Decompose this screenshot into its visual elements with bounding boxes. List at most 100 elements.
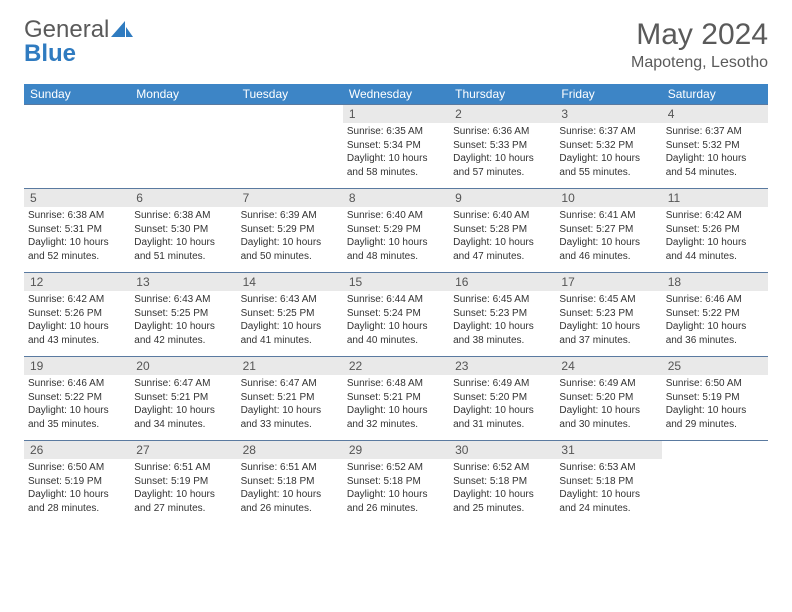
day-number: 28 (237, 441, 343, 459)
calendar-day-cell: 5Sunrise: 6:38 AMSunset: 5:31 PMDaylight… (24, 189, 130, 273)
day-body: Sunrise: 6:47 AMSunset: 5:21 PMDaylight:… (237, 375, 343, 433)
day-number: 21 (237, 357, 343, 375)
weekday-header: Saturday (662, 84, 768, 105)
calendar-week-row: 1Sunrise: 6:35 AMSunset: 5:34 PMDaylight… (24, 105, 768, 189)
calendar-day-cell: 15Sunrise: 6:44 AMSunset: 5:24 PMDayligh… (343, 273, 449, 357)
title-block: May 2024 Mapoteng, Lesotho (631, 18, 768, 72)
day-number: 16 (449, 273, 555, 291)
calendar-day-cell: 10Sunrise: 6:41 AMSunset: 5:27 PMDayligh… (555, 189, 661, 273)
day-body: Sunrise: 6:45 AMSunset: 5:23 PMDaylight:… (449, 291, 555, 349)
day-number: 17 (555, 273, 661, 291)
day-number: 8 (343, 189, 449, 207)
day-number: 22 (343, 357, 449, 375)
calendar-day-cell: 19Sunrise: 6:46 AMSunset: 5:22 PMDayligh… (24, 357, 130, 441)
calendar-week-row: 19Sunrise: 6:46 AMSunset: 5:22 PMDayligh… (24, 357, 768, 441)
weekday-header-row: Sunday Monday Tuesday Wednesday Thursday… (24, 84, 768, 105)
calendar-day-cell (662, 441, 768, 525)
calendar-day-cell: 16Sunrise: 6:45 AMSunset: 5:23 PMDayligh… (449, 273, 555, 357)
calendar-day-cell: 1Sunrise: 6:35 AMSunset: 5:34 PMDaylight… (343, 105, 449, 189)
day-number: 27 (130, 441, 236, 459)
day-body: Sunrise: 6:51 AMSunset: 5:19 PMDaylight:… (130, 459, 236, 517)
day-body: Sunrise: 6:51 AMSunset: 5:18 PMDaylight:… (237, 459, 343, 517)
day-number: 11 (662, 189, 768, 207)
day-body: Sunrise: 6:50 AMSunset: 5:19 PMDaylight:… (662, 375, 768, 433)
weekday-header: Thursday (449, 84, 555, 105)
calendar-day-cell: 9Sunrise: 6:40 AMSunset: 5:28 PMDaylight… (449, 189, 555, 273)
day-number: 14 (237, 273, 343, 291)
logo-blue: Blue (24, 40, 76, 67)
logo: General Blue (24, 18, 133, 66)
calendar-day-cell (130, 105, 236, 189)
day-number: 26 (24, 441, 130, 459)
calendar-day-cell: 7Sunrise: 6:39 AMSunset: 5:29 PMDaylight… (237, 189, 343, 273)
day-body: Sunrise: 6:35 AMSunset: 5:34 PMDaylight:… (343, 123, 449, 181)
day-number: 25 (662, 357, 768, 375)
day-number: 10 (555, 189, 661, 207)
day-number: 4 (662, 105, 768, 123)
weekday-header: Sunday (24, 84, 130, 105)
calendar-day-cell: 12Sunrise: 6:42 AMSunset: 5:26 PMDayligh… (24, 273, 130, 357)
day-number: 6 (130, 189, 236, 207)
day-body: Sunrise: 6:52 AMSunset: 5:18 PMDaylight:… (449, 459, 555, 517)
day-number: 23 (449, 357, 555, 375)
calendar-day-cell: 26Sunrise: 6:50 AMSunset: 5:19 PMDayligh… (24, 441, 130, 525)
calendar-week-row: 12Sunrise: 6:42 AMSunset: 5:26 PMDayligh… (24, 273, 768, 357)
calendar-day-cell: 17Sunrise: 6:45 AMSunset: 5:23 PMDayligh… (555, 273, 661, 357)
day-body: Sunrise: 6:39 AMSunset: 5:29 PMDaylight:… (237, 207, 343, 265)
calendar-day-cell: 30Sunrise: 6:52 AMSunset: 5:18 PMDayligh… (449, 441, 555, 525)
day-body: Sunrise: 6:37 AMSunset: 5:32 PMDaylight:… (555, 123, 661, 181)
day-body: Sunrise: 6:42 AMSunset: 5:26 PMDaylight:… (24, 291, 130, 349)
day-number: 7 (237, 189, 343, 207)
logo-general: General (24, 16, 109, 43)
calendar-day-cell: 11Sunrise: 6:42 AMSunset: 5:26 PMDayligh… (662, 189, 768, 273)
calendar-day-cell: 2Sunrise: 6:36 AMSunset: 5:33 PMDaylight… (449, 105, 555, 189)
calendar-day-cell: 21Sunrise: 6:47 AMSunset: 5:21 PMDayligh… (237, 357, 343, 441)
day-body: Sunrise: 6:43 AMSunset: 5:25 PMDaylight:… (237, 291, 343, 349)
calendar-day-cell: 3Sunrise: 6:37 AMSunset: 5:32 PMDaylight… (555, 105, 661, 189)
day-number: 30 (449, 441, 555, 459)
calendar-day-cell: 4Sunrise: 6:37 AMSunset: 5:32 PMDaylight… (662, 105, 768, 189)
day-number: 20 (130, 357, 236, 375)
calendar-day-cell: 25Sunrise: 6:50 AMSunset: 5:19 PMDayligh… (662, 357, 768, 441)
day-body: Sunrise: 6:46 AMSunset: 5:22 PMDaylight:… (24, 375, 130, 433)
day-number: 29 (343, 441, 449, 459)
day-body: Sunrise: 6:36 AMSunset: 5:33 PMDaylight:… (449, 123, 555, 181)
weekday-header: Wednesday (343, 84, 449, 105)
day-body: Sunrise: 6:44 AMSunset: 5:24 PMDaylight:… (343, 291, 449, 349)
day-body: Sunrise: 6:38 AMSunset: 5:30 PMDaylight:… (130, 207, 236, 265)
day-body: Sunrise: 6:45 AMSunset: 5:23 PMDaylight:… (555, 291, 661, 349)
day-body: Sunrise: 6:38 AMSunset: 5:31 PMDaylight:… (24, 207, 130, 265)
day-number: 1 (343, 105, 449, 123)
day-number: 19 (24, 357, 130, 375)
calendar-day-cell: 13Sunrise: 6:43 AMSunset: 5:25 PMDayligh… (130, 273, 236, 357)
day-body: Sunrise: 6:42 AMSunset: 5:26 PMDaylight:… (662, 207, 768, 265)
day-body: Sunrise: 6:48 AMSunset: 5:21 PMDaylight:… (343, 375, 449, 433)
day-body: Sunrise: 6:40 AMSunset: 5:28 PMDaylight:… (449, 207, 555, 265)
calendar-table: Sunday Monday Tuesday Wednesday Thursday… (24, 84, 768, 525)
day-body: Sunrise: 6:52 AMSunset: 5:18 PMDaylight:… (343, 459, 449, 517)
day-body: Sunrise: 6:47 AMSunset: 5:21 PMDaylight:… (130, 375, 236, 433)
month-title: May 2024 (631, 18, 768, 52)
day-body: Sunrise: 6:50 AMSunset: 5:19 PMDaylight:… (24, 459, 130, 517)
location: Mapoteng, Lesotho (631, 54, 768, 72)
day-number: 12 (24, 273, 130, 291)
day-body: Sunrise: 6:49 AMSunset: 5:20 PMDaylight:… (449, 375, 555, 433)
day-body: Sunrise: 6:53 AMSunset: 5:18 PMDaylight:… (555, 459, 661, 517)
day-number: 2 (449, 105, 555, 123)
calendar-day-cell: 18Sunrise: 6:46 AMSunset: 5:22 PMDayligh… (662, 273, 768, 357)
calendar-day-cell: 8Sunrise: 6:40 AMSunset: 5:29 PMDaylight… (343, 189, 449, 273)
calendar-day-cell: 20Sunrise: 6:47 AMSunset: 5:21 PMDayligh… (130, 357, 236, 441)
weekday-header: Monday (130, 84, 236, 105)
calendar-day-cell: 23Sunrise: 6:49 AMSunset: 5:20 PMDayligh… (449, 357, 555, 441)
day-body: Sunrise: 6:41 AMSunset: 5:27 PMDaylight:… (555, 207, 661, 265)
day-body: Sunrise: 6:49 AMSunset: 5:20 PMDaylight:… (555, 375, 661, 433)
calendar-day-cell: 27Sunrise: 6:51 AMSunset: 5:19 PMDayligh… (130, 441, 236, 525)
calendar-day-cell (24, 105, 130, 189)
logo-sail-icon (111, 24, 133, 41)
day-number: 9 (449, 189, 555, 207)
calendar-week-row: 5Sunrise: 6:38 AMSunset: 5:31 PMDaylight… (24, 189, 768, 273)
calendar-day-cell (237, 105, 343, 189)
calendar-day-cell: 29Sunrise: 6:52 AMSunset: 5:18 PMDayligh… (343, 441, 449, 525)
header: General Blue May 2024 Mapoteng, Lesotho (24, 18, 768, 72)
weekday-header: Friday (555, 84, 661, 105)
